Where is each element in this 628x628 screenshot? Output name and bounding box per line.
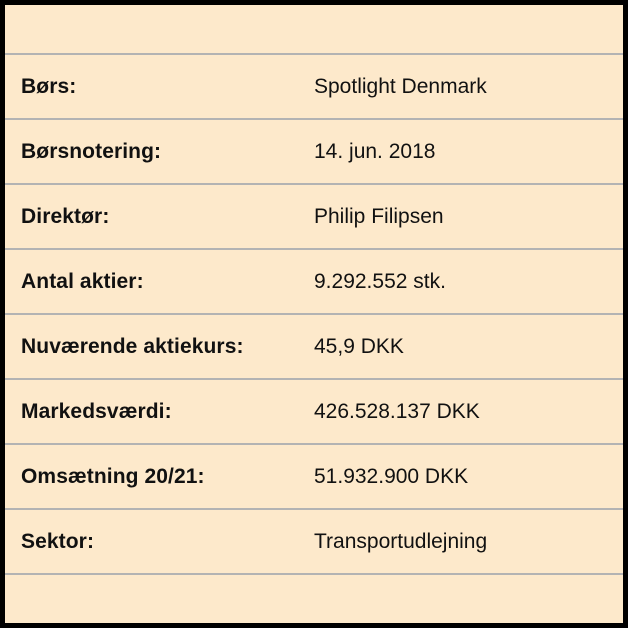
row-value: 45,9 DKK [314, 334, 404, 358]
row-markedsvaerdi: Markedsværdi: 426.528.137 DKK [5, 378, 623, 443]
row-aktiekurs: Nuværende aktiekurs: 45,9 DKK [5, 313, 623, 378]
row-value: 51.932.900 DKK [314, 464, 469, 488]
row-label: Nuværende aktiekurs: [21, 334, 244, 358]
row-value: 426.528.137 DKK [314, 399, 480, 423]
row-omsaetning: Omsætning 20/21: 51.932.900 DKK [5, 443, 623, 508]
row-borsnotering: Børsnotering: 14. jun. 2018 [5, 118, 623, 183]
row-bors: Børs: Spotlight Denmark [5, 53, 623, 118]
row-value: 14. jun. 2018 [314, 139, 436, 163]
row-value: Philip Filipsen [314, 204, 444, 228]
row-direktor: Direktør: Philip Filipsen [5, 183, 623, 248]
row-sektor: Sektor: Transportudlejning [5, 508, 623, 573]
bottom-divider [5, 573, 623, 575]
row-label: Direktør: [21, 204, 110, 228]
row-label: Markedsværdi: [21, 399, 172, 423]
card-top-spacer [5, 5, 623, 53]
row-label: Antal aktier: [21, 269, 144, 293]
row-label: Sektor: [21, 529, 95, 553]
row-value: Transportudlejning [314, 529, 488, 553]
row-label: Børs: [21, 74, 77, 98]
row-value: Spotlight Denmark [314, 74, 487, 98]
row-label: Børsnotering: [21, 139, 162, 163]
row-antal-aktier: Antal aktier: 9.292.552 stk. [5, 248, 623, 313]
row-label: Omsætning 20/21: [21, 464, 205, 488]
row-value: 9.292.552 stk. [314, 269, 446, 293]
